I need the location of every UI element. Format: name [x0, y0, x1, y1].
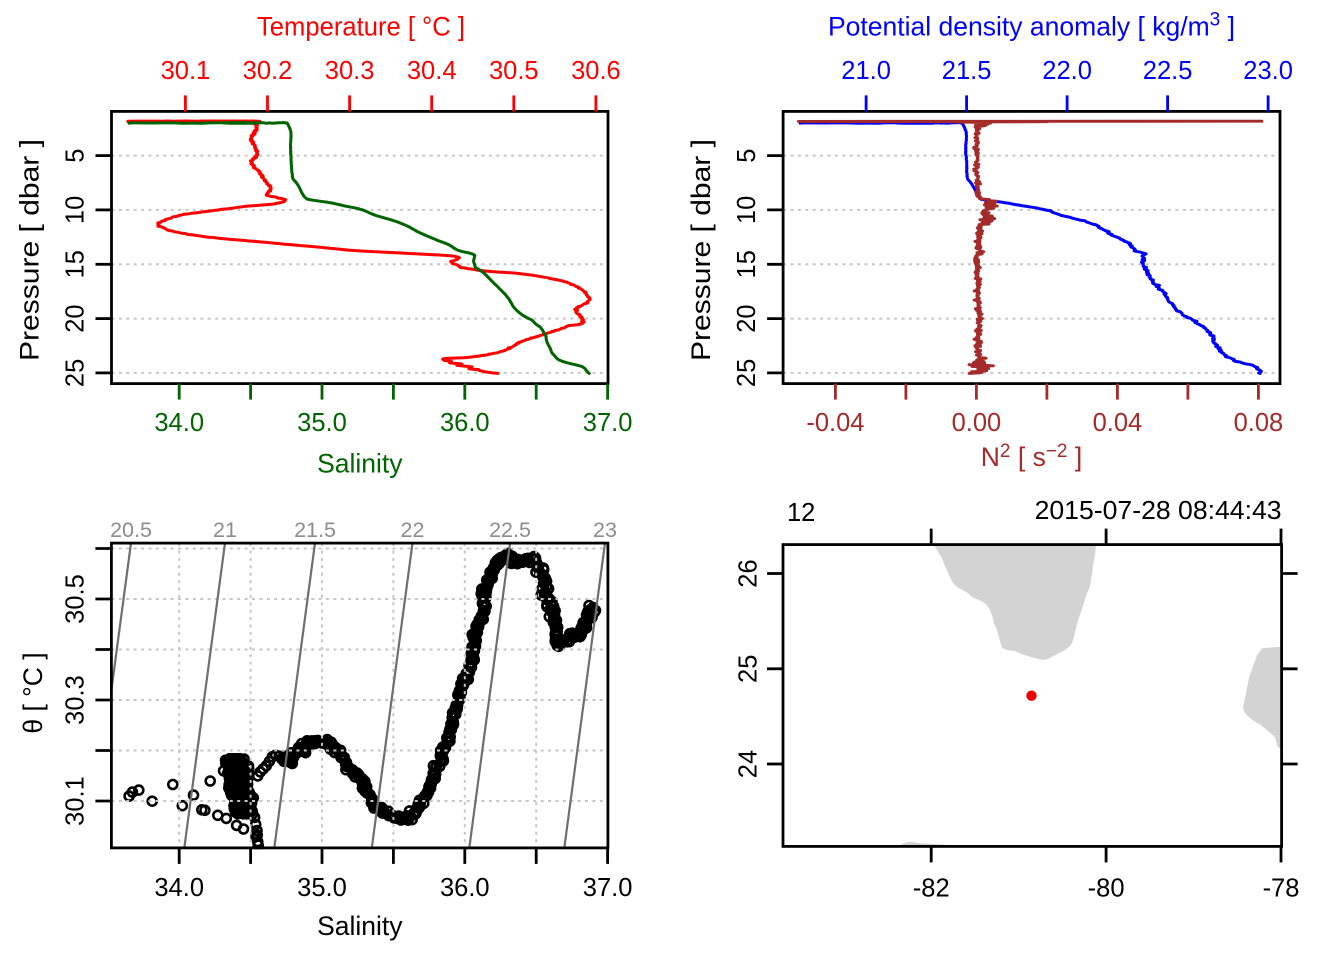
svg-text:22: 22 — [401, 518, 425, 542]
svg-text:Salinity: Salinity — [317, 449, 403, 479]
svg-text:30.4: 30.4 — [407, 57, 457, 85]
svg-text:0.08: 0.08 — [1234, 409, 1284, 437]
svg-text:10: 10 — [733, 196, 761, 224]
svg-text:25: 25 — [62, 359, 90, 387]
svg-text:20: 20 — [62, 304, 90, 332]
svg-text:25: 25 — [734, 655, 762, 683]
svg-text:30.2: 30.2 — [243, 57, 293, 85]
svg-text:21: 21 — [213, 518, 237, 542]
svg-text:15: 15 — [733, 250, 761, 278]
svg-text:Potential density anomaly [ kg: Potential density anomaly [ kg/m3 ] — [828, 9, 1235, 41]
svg-text:35.0: 35.0 — [297, 874, 347, 902]
svg-text:-80: -80 — [1088, 875, 1125, 903]
svg-text:24: 24 — [734, 750, 762, 778]
svg-text:Temperature [ °C ]: Temperature [ °C ] — [257, 11, 465, 41]
svg-text:12: 12 — [787, 499, 815, 527]
svg-text:22.5: 22.5 — [489, 518, 531, 542]
svg-text:30.5: 30.5 — [489, 57, 539, 85]
svg-text:-78: -78 — [1263, 875, 1300, 903]
svg-text:37.0: 37.0 — [583, 409, 633, 437]
svg-text:30.1: 30.1 — [161, 57, 211, 85]
svg-text:5: 5 — [733, 149, 761, 163]
svg-text:10: 10 — [62, 196, 90, 224]
svg-text:2015-07-28 08:44:43: 2015-07-28 08:44:43 — [1035, 497, 1282, 525]
svg-text:0.04: 0.04 — [1093, 409, 1143, 437]
svg-text:15: 15 — [62, 250, 90, 278]
svg-text:36.0: 36.0 — [440, 409, 490, 437]
svg-text:25: 25 — [733, 359, 761, 387]
svg-text:36.0: 36.0 — [440, 874, 490, 902]
svg-text:30.6: 30.6 — [571, 57, 621, 85]
svg-text:23.0: 23.0 — [1243, 57, 1293, 85]
svg-text:-0.04: -0.04 — [806, 409, 864, 437]
svg-text:θ [ °C ]: θ [ °C ] — [18, 652, 48, 733]
svg-text:21.5: 21.5 — [294, 518, 336, 542]
svg-text:21.0: 21.0 — [841, 57, 891, 85]
svg-text:21.5: 21.5 — [942, 57, 992, 85]
svg-text:37.0: 37.0 — [583, 874, 633, 902]
svg-text:30.1: 30.1 — [62, 776, 90, 826]
svg-text:20: 20 — [733, 304, 761, 332]
svg-text:0.00: 0.00 — [952, 409, 1002, 437]
svg-text:34.0: 34.0 — [154, 409, 204, 437]
svg-text:Salinity: Salinity — [317, 911, 403, 941]
svg-text:20.5: 20.5 — [110, 518, 152, 542]
svg-text:-82: -82 — [913, 875, 950, 903]
svg-text:Pressure [ dbar ]: Pressure [ dbar ] — [15, 139, 45, 361]
svg-text:N2 [ s−2 ]: N2 [ s−2 ] — [981, 441, 1082, 472]
svg-text:30.5: 30.5 — [62, 574, 90, 624]
svg-text:23: 23 — [593, 518, 617, 542]
svg-text:26: 26 — [734, 559, 762, 587]
svg-text:5: 5 — [62, 149, 90, 163]
svg-text:22.0: 22.0 — [1042, 57, 1092, 85]
svg-text:30.3: 30.3 — [62, 675, 90, 725]
svg-text:30.3: 30.3 — [325, 57, 375, 85]
svg-text:Pressure [ dbar ]: Pressure [ dbar ] — [686, 139, 716, 361]
svg-text:34.0: 34.0 — [154, 874, 204, 902]
svg-text:35.0: 35.0 — [297, 409, 347, 437]
svg-text:22.5: 22.5 — [1143, 57, 1193, 85]
